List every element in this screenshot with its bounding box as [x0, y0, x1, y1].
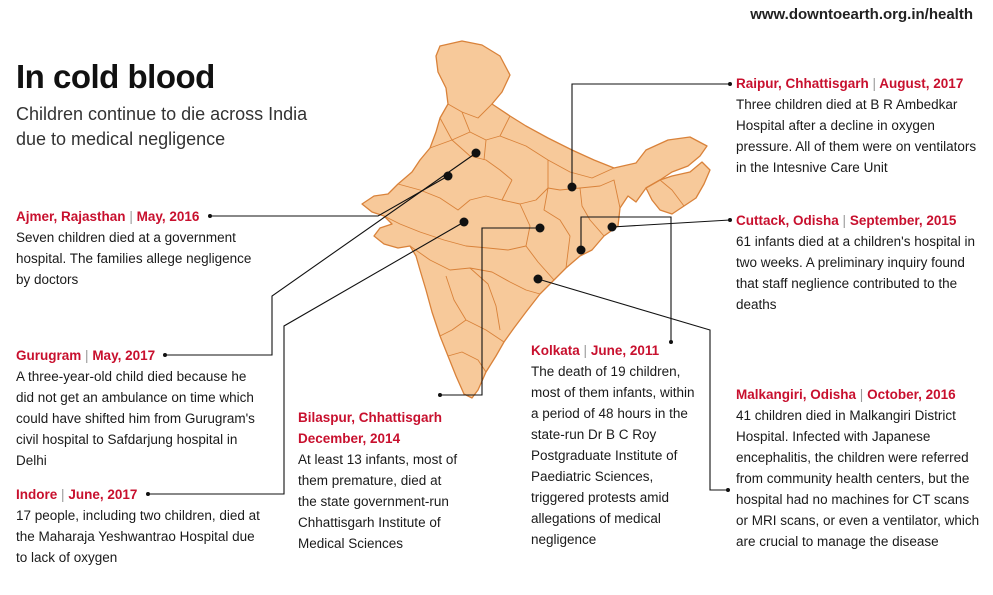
incident-place: Ajmer, Rajasthan	[16, 209, 126, 224]
incident-heading: Indore | June, 2017	[16, 487, 138, 502]
leader-endpoints	[146, 82, 732, 496]
incident-heading: Malkangiri, Odisha | October, 2016	[736, 387, 956, 402]
incident-text: A three-year-old child died because he d…	[16, 369, 255, 468]
incident-text: 17 people, including two children, died …	[16, 508, 260, 565]
map-title: In cold blood	[16, 58, 215, 95]
incident-place: Malkangiri, Odisha	[736, 387, 857, 402]
marker-malkangiri[interactable]	[533, 274, 543, 284]
india-outline	[361, 40, 708, 399]
marker-cuttack[interactable]	[576, 245, 586, 255]
incident-place: Kolkata	[531, 343, 580, 358]
incident-place: Raipur, Chhattisgarh	[736, 76, 869, 91]
incident-date: June, 2017	[68, 487, 138, 502]
incident-place: Indore	[16, 487, 58, 502]
incident-heading: Kolkata | June, 2011	[531, 343, 660, 358]
incident-date: May, 2016	[136, 209, 200, 224]
source-url[interactable]: www.downtoearth.org.in/health	[750, 6, 973, 23]
incident-text: 61 infants died at a children's hospital…	[736, 234, 975, 312]
incident-raipur: Raipur, Chhattisgarh | August, 2017 Thre…	[736, 73, 981, 178]
incident-place: Cuttack, Odisha	[736, 213, 839, 228]
incident-date: August, 2017	[879, 76, 964, 91]
incident-date: June, 2011	[590, 343, 660, 358]
marker-raipur[interactable]	[567, 182, 577, 192]
incident-text: Three children died at B R Ambedkar Hosp…	[736, 97, 977, 175]
state-borders	[383, 103, 685, 373]
incident-kolkata: Kolkata | June, 2011 The death of 19 chi…	[531, 340, 696, 550]
incident-cuttack: Cuttack, Odisha | September, 2015 61 inf…	[736, 210, 981, 315]
incident-text: At least 13 infants, most of them premat…	[298, 452, 458, 551]
marker-indore[interactable]	[459, 217, 469, 227]
marker-gurugram[interactable]	[471, 148, 481, 158]
marker-ajmer[interactable]	[443, 171, 453, 181]
leader-lines	[148, 83, 731, 495]
incident-heading: Ajmer, Rajasthan | May, 2016	[16, 209, 200, 224]
incident-malkangiri: Malkangiri, Odisha | October, 2016 41 ch…	[736, 384, 981, 552]
incident-bilaspur: Bilaspur, Chhattisgarh December, 2014 At…	[298, 407, 460, 554]
marker-kolkata[interactable]	[607, 222, 617, 232]
incident-date: December, 2014	[298, 431, 401, 446]
incident-gurugram: Gurugram | May, 2017 A three-year-old ch…	[16, 345, 264, 471]
incident-date: October, 2016	[867, 387, 956, 402]
incident-heading: Gurugram | May, 2017	[16, 348, 156, 363]
marker-bilaspur[interactable]	[535, 223, 545, 233]
incident-heading: Cuttack, Odisha | September, 2015	[736, 213, 957, 228]
incident-indore: Indore | June, 2017 17 people, including…	[16, 484, 266, 568]
map-subtitle: Children continue to die across India du…	[16, 104, 308, 149]
incident-text: 41 children died in Malkangiri District …	[736, 408, 980, 549]
incident-date: September, 2015	[849, 213, 957, 228]
incident-heading: Raipur, Chhattisgarh | August, 2017	[736, 76, 964, 91]
incident-place: Gurugram	[16, 348, 82, 363]
incident-place: Bilaspur, Chhattisgarh	[298, 410, 443, 425]
incident-text: The death of 19 children, most of them i…	[531, 364, 695, 547]
incident-date: May, 2017	[92, 348, 156, 363]
incident-text: Seven children died at a government hosp…	[16, 230, 252, 287]
northeast-outline	[645, 161, 711, 215]
incident-ajmer: Ajmer, Rajasthan | May, 2016 Seven child…	[16, 206, 261, 290]
